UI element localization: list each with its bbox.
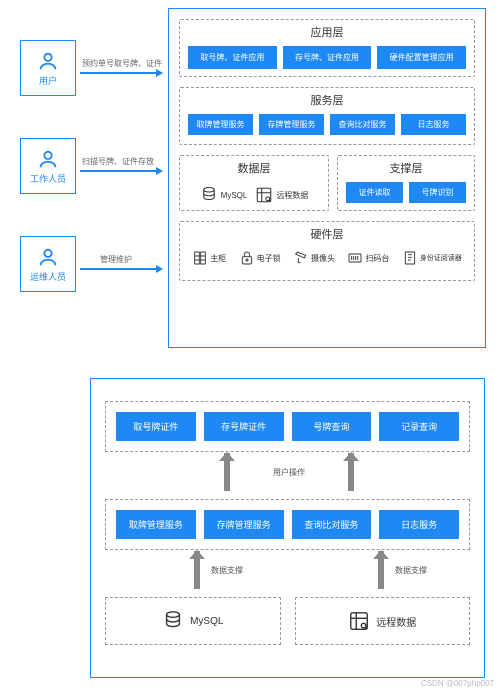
hw-idreader: 身份证阅读器 xyxy=(402,250,462,266)
module-chip: 取号牌、证件应用 xyxy=(188,46,277,69)
module-chip: 硬件配置管理应用 xyxy=(377,46,466,69)
db-mysql-box: MySQL xyxy=(105,597,281,645)
watermark: CSDN @007php007 xyxy=(421,679,494,688)
module-chip: 号牌查询 xyxy=(292,412,372,441)
layer-title: 支撑层 xyxy=(338,156,474,182)
module-chip: 取牌管理服务 xyxy=(188,114,253,135)
tier-ui: 取号牌证件 存号牌证件 号牌查询 记录查询 xyxy=(105,401,470,452)
up-arrow-icon xyxy=(191,551,203,589)
layer-row: 主柜 电子锁 摄像头 扫码台 身份证阅读器 xyxy=(180,248,474,274)
layer-title: 数据层 xyxy=(180,156,328,182)
camera-icon xyxy=(293,250,309,266)
layer-data: 数据层 MySQL 远程数据 xyxy=(179,155,329,211)
db-label: 远程数据 xyxy=(276,190,308,201)
actor-column: 用户 工作人员 运维人员 xyxy=(20,40,76,334)
architecture-diagram-top: 用户 工作人员 运维人员 预约单号取号牌、证件 扫描号牌、证件存放 管理维护 应… xyxy=(0,0,500,360)
arrow-label: 管理维护 xyxy=(100,254,132,265)
module-chip: 证件读取 xyxy=(346,182,403,203)
remote-data-icon xyxy=(255,186,273,204)
system-container: 应用层 取号牌、证件应用 存号牌、证件应用 硬件配置管理应用 服务层 取牌管理服… xyxy=(168,8,486,348)
arrow xyxy=(80,72,162,74)
actor-ops: 运维人员 xyxy=(20,236,76,292)
actor-user: 用户 xyxy=(20,40,76,96)
layer-title: 应用层 xyxy=(180,20,474,46)
layer-title: 硬件层 xyxy=(180,222,474,248)
layer-hardware: 硬件层 主柜 电子锁 摄像头 扫码台 xyxy=(179,221,475,281)
db-label: MySQL xyxy=(190,616,223,627)
actor-label: 运维人员 xyxy=(30,270,66,283)
up-arrow-icon xyxy=(345,453,357,491)
db-label: MySQL xyxy=(221,191,248,200)
arrow xyxy=(80,170,162,172)
module-chip: 记录查询 xyxy=(379,412,459,441)
hw-scanner: 扫码台 xyxy=(347,250,389,266)
module-chip: 存号牌、证件应用 xyxy=(283,46,372,69)
tier-data: MySQL 远程数据 xyxy=(105,597,470,645)
arrow-label: 预约单号取号牌、证件 xyxy=(82,58,162,69)
actor-label: 工作人员 xyxy=(30,172,66,185)
module-chip: 日志服务 xyxy=(401,114,466,135)
module-chip: 取牌管理服务 xyxy=(116,510,196,539)
db-remote-box: 远程数据 xyxy=(295,597,471,645)
user-icon xyxy=(37,50,59,72)
user-icon xyxy=(37,148,59,170)
db-mysql: MySQL xyxy=(200,186,248,204)
actor-label: 用户 xyxy=(39,74,57,87)
arrow-label: 数据支撑 xyxy=(211,565,243,576)
db-label: 远程数据 xyxy=(376,614,416,629)
layer-row: 取牌管理服务 存牌管理服务 查询比对服务 日志服务 xyxy=(180,114,474,143)
layer-row: 证件读取 号牌识别 xyxy=(338,182,474,211)
lock-icon xyxy=(239,250,255,266)
layer-support: 支撑层 证件读取 号牌识别 xyxy=(337,155,475,211)
actor-staff: 工作人员 xyxy=(20,138,76,194)
module-chip: 查询比对服务 xyxy=(330,114,395,135)
tier-service: 取牌管理服务 存牌管理服务 查询比对服务 日志服务 xyxy=(105,499,470,550)
system-container-2: 取号牌证件 存号牌证件 号牌查询 记录查询 用户操作 取牌管理服务 存牌管理服务… xyxy=(90,378,485,678)
up-arrow-icon xyxy=(375,551,387,589)
layer-row: MySQL 远程数据 xyxy=(180,182,328,212)
database-icon xyxy=(162,610,184,632)
module-chip: 号牌识别 xyxy=(409,182,466,203)
up-arrow-icon xyxy=(221,453,233,491)
arrow-label: 扫描号牌、证件存放 xyxy=(82,156,154,167)
layer-service: 服务层 取牌管理服务 存牌管理服务 查询比对服务 日志服务 xyxy=(179,87,475,145)
database-icon xyxy=(200,186,218,204)
module-chip: 存号牌证件 xyxy=(204,412,284,441)
layer-app: 应用层 取号牌、证件应用 存号牌、证件应用 硬件配置管理应用 xyxy=(179,19,475,77)
cabinet-icon xyxy=(192,250,208,266)
user-icon xyxy=(37,246,59,268)
module-chip: 取号牌证件 xyxy=(116,412,196,441)
hw-cabinet: 主柜 xyxy=(192,250,226,266)
module-chip: 存牌管理服务 xyxy=(204,510,284,539)
module-chip: 日志服务 xyxy=(379,510,459,539)
arrow-label: 数据支撑 xyxy=(395,565,427,576)
id-reader-icon xyxy=(402,250,418,266)
layer-title: 服务层 xyxy=(180,88,474,114)
remote-data-icon xyxy=(348,610,370,632)
arrow-label: 用户操作 xyxy=(273,467,305,478)
hw-lock: 电子锁 xyxy=(239,250,281,266)
hw-camera: 摄像头 xyxy=(293,250,335,266)
architecture-diagram-bottom: 取号牌证件 存号牌证件 号牌查询 记录查询 用户操作 取牌管理服务 存牌管理服务… xyxy=(0,370,500,690)
module-chip: 存牌管理服务 xyxy=(259,114,324,135)
arrow xyxy=(80,268,162,270)
scanner-icon xyxy=(347,250,363,266)
module-chip: 查询比对服务 xyxy=(292,510,372,539)
db-remote: 远程数据 xyxy=(255,186,308,204)
layer-row: 取号牌、证件应用 存号牌、证件应用 硬件配置管理应用 xyxy=(180,46,474,77)
